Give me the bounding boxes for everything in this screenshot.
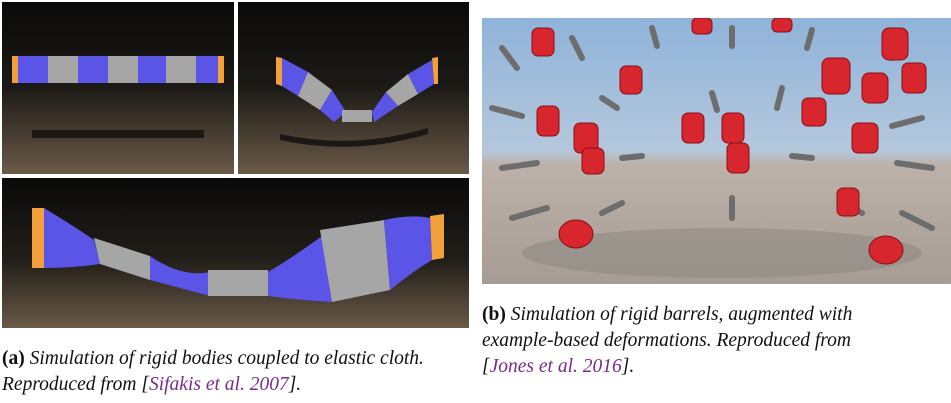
caption-b-line2: example-based deformations. Reproduced f… [482, 330, 851, 351]
caption-a-line1: (a) Simulation of rigid bodies coupled t… [2, 346, 478, 372]
caption-a: (a) Simulation of rigid bodies coupled t… [2, 346, 478, 398]
caption-a-line2: Reproduced from [Sifakis et al. 2007]. [2, 372, 478, 398]
cloth-image-flat [2, 2, 234, 174]
caption-a-post: ]. [288, 374, 302, 395]
caption-b-line3: [Jones et al. 2016]. [482, 354, 951, 380]
caption-b-text1: Simulation of rigid barrels, augmented w… [510, 304, 853, 325]
caption-a-label: (a) [2, 348, 25, 369]
cloth-image-bent [238, 2, 469, 174]
caption-a-citation[interactable]: Sifakis et al. 2007 [148, 374, 289, 395]
caption-b-bracket-close: ]. [621, 356, 635, 377]
caption-b-bracket-open: [ [482, 356, 490, 377]
caption-b-line1: (b) Simulation of rigid barrels, augment… [482, 302, 951, 328]
caption-a-pre: Reproduced from [ [2, 374, 149, 395]
barrels-image [482, 18, 951, 284]
caption-a-text1: Simulation of rigid bodies coupled to el… [29, 348, 424, 369]
caption-b: (b) Simulation of rigid barrels, augment… [482, 302, 951, 380]
caption-b-citation[interactable]: Jones et al. 2016 [489, 356, 622, 377]
caption-b-label: (b) [482, 304, 506, 325]
cloth-image-twisted [2, 178, 469, 328]
